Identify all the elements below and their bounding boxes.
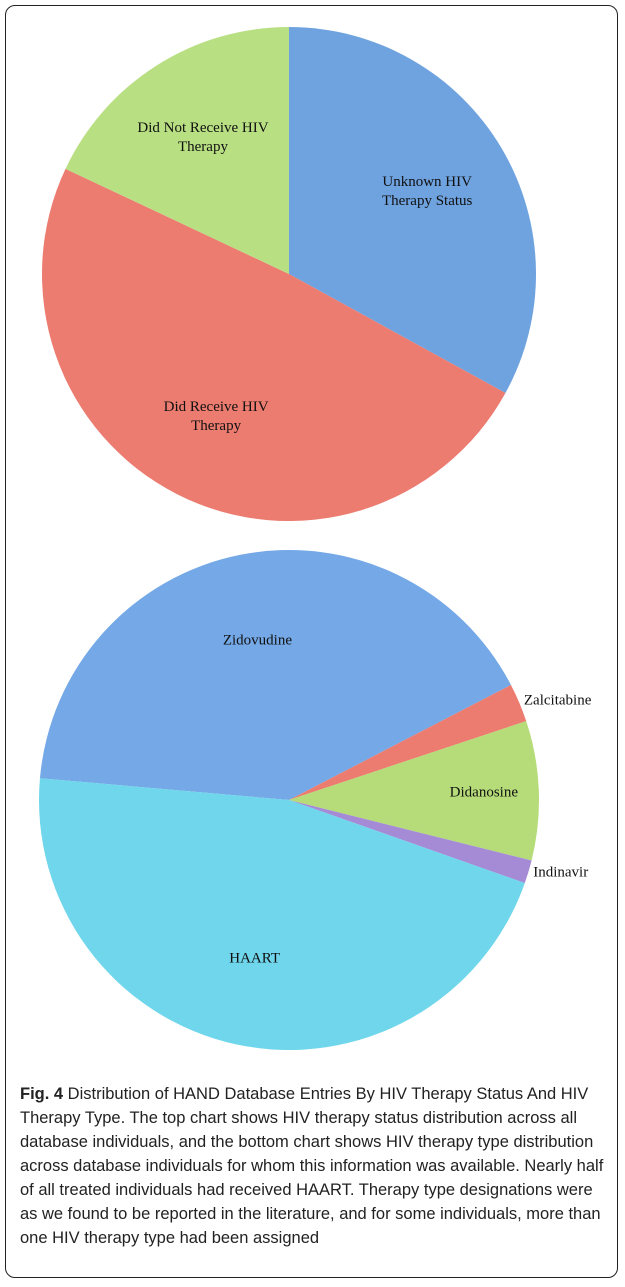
caption-text: Distribution of HAND Database Entries By… bbox=[20, 1085, 604, 1247]
caption: Fig. 4 Distribution of HAND Database Ent… bbox=[20, 1082, 605, 1250]
caption-label: Fig. 4 bbox=[20, 1085, 64, 1103]
pie-slice bbox=[289, 721, 539, 861]
pie-slice bbox=[38, 778, 525, 1050]
pie-slice bbox=[42, 168, 506, 521]
pie-slice bbox=[65, 27, 289, 274]
slice-label: Unknown HIV Therapy Status bbox=[381, 174, 473, 210]
slice-label: HAART bbox=[229, 950, 281, 967]
pie-slice bbox=[289, 800, 532, 884]
pie-slice bbox=[289, 684, 527, 800]
slice-label: Did Not Receive HIV Therapy bbox=[137, 120, 269, 156]
pie-slice bbox=[289, 27, 537, 393]
pie-slice bbox=[39, 549, 511, 800]
slice-label: Didanosine bbox=[449, 784, 518, 800]
charts bbox=[38, 27, 539, 1050]
slice-label: Zalcitabine bbox=[523, 692, 592, 709]
figure-frame bbox=[5, 5, 618, 1278]
slice-label: Did Receive HIV Therapy bbox=[163, 399, 269, 435]
slice-label: Zidovudine bbox=[222, 632, 292, 649]
slice-label: Indinavir bbox=[533, 864, 589, 881]
